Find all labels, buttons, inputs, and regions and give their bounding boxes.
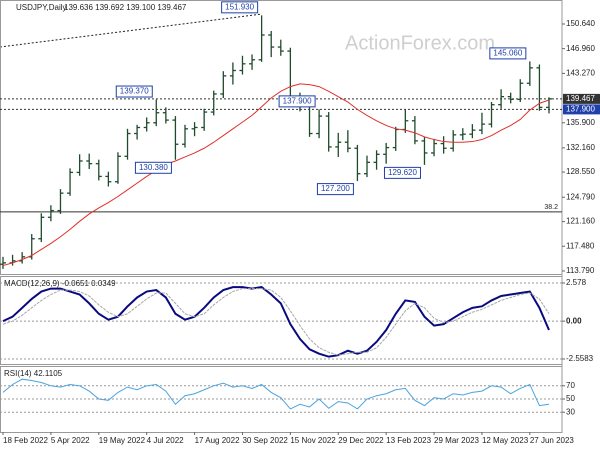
x-tick-label: 29 Dec 2022 [338, 436, 384, 445]
x-tick-label: 15 Nov 2022 [290, 436, 336, 445]
annotation-box [115, 85, 153, 98]
annotation-label: 139.370 [120, 87, 149, 96]
fib-label: 38.2 [544, 204, 558, 211]
y-tick-label: 150.640 [566, 19, 595, 28]
series-line [2, 378, 550, 410]
annotation-box [383, 166, 421, 179]
y-tick-label: 50 [566, 394, 575, 403]
y-tick-label: 70 [566, 381, 575, 390]
series-line [2, 288, 550, 356]
price-label-box [563, 93, 600, 104]
price-label: 139.467 [566, 94, 595, 103]
series-line [2, 83, 550, 267]
x-tick-label: 13 Feb 2023 [386, 436, 431, 445]
y-tick-label: 0.00 [566, 316, 582, 325]
y-tick-label: 117.480 [566, 241, 595, 250]
x-tick-label: 30 Sep 2022 [242, 436, 288, 445]
y-tick-label: 132.160 [566, 143, 595, 152]
annotation-box [316, 183, 354, 196]
x-tick-label: 5 Apr 2022 [51, 436, 90, 445]
annotation-box [221, 1, 259, 14]
x-tick-label: 4 Jul 2022 [147, 436, 184, 445]
y-tick-label: 135.900 [566, 118, 595, 127]
panel-title: MACD(12,26,9) -0.0651 0.0349 [4, 279, 116, 288]
y-tick-label: 143.270 [566, 69, 595, 78]
annotation-box [278, 95, 316, 108]
trend-line [0, 13, 263, 48]
panel-title: RSI(14) 42.1105 [4, 369, 63, 378]
panel-title: USDJPY,Daily [16, 3, 67, 12]
x-tick-label: 27 Jun 2023 [530, 436, 575, 445]
x-tick-label: 29 Mar 2023 [434, 436, 479, 445]
x-tick-label: 17 Aug 2022 [195, 436, 240, 445]
y-tick-label: 146.960 [566, 44, 595, 53]
annotation-label: 130.380 [139, 163, 168, 172]
y-tick-label: 30 [566, 407, 575, 416]
y-tick-label: -2.5583 [566, 354, 594, 363]
x-tick-label: 18 Feb 2022 [3, 436, 48, 445]
y-tick-label: 128.550 [566, 167, 595, 176]
x-tick-label: 12 May 2023 [482, 436, 529, 445]
price-label: 137.900 [566, 104, 595, 113]
y-tick-label: 121.160 [566, 217, 595, 226]
y-tick-label: 113.790 [566, 266, 595, 275]
y-tick-label: 2.578 [566, 278, 587, 287]
price-label-box [563, 104, 600, 115]
y-tick-label: 124.790 [566, 192, 595, 201]
annotation-label: 129.620 [388, 168, 417, 177]
annotation-box [134, 161, 172, 174]
panel-subtitle: 139.636 139.692 139.100 139.467 [64, 3, 187, 12]
annotation-label: 137.900 [283, 96, 312, 105]
x-tick-label: 19 May 2022 [99, 436, 146, 445]
annotation-box [489, 47, 527, 60]
annotation-label: 151.930 [225, 2, 254, 11]
watermark: ActionForex.com [345, 32, 495, 54]
annotation-label: 145.060 [493, 49, 522, 58]
series-line [2, 286, 550, 358]
annotation-label: 127.200 [321, 184, 350, 193]
